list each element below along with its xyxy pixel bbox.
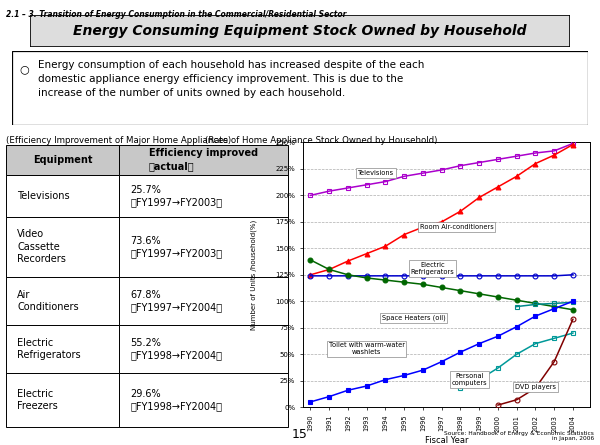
X-axis label: Fiscal Year: Fiscal Year — [425, 436, 468, 445]
Text: Room Air-conditioners: Room Air-conditioners — [420, 224, 494, 230]
Text: 73.6%
（FY1997→FY2003）: 73.6% （FY1997→FY2003） — [130, 236, 222, 258]
Bar — [119, 325, 288, 373]
Bar — [6, 373, 119, 427]
Text: Electric
Refrigerators: Electric Refrigerators — [17, 338, 81, 360]
Bar — [119, 175, 288, 217]
Text: 55.2%
（FY1998→FY2004）: 55.2% （FY1998→FY2004） — [130, 338, 222, 360]
Y-axis label: Number of Units /household(%): Number of Units /household(%) — [251, 220, 257, 330]
Text: 25.7%
（FY1997→FY2003）: 25.7% （FY1997→FY2003） — [130, 185, 222, 207]
Text: Efficiency improved
（actual）: Efficiency improved （actual） — [149, 149, 258, 171]
Text: Space Heaters (oil): Space Heaters (oil) — [382, 315, 445, 321]
Text: Electric
Refrigerators: Electric Refrigerators — [410, 262, 454, 275]
Text: Air
Conditioners: Air Conditioners — [17, 290, 79, 312]
Text: Source: Handbook of Energy & Economic Statistics
in Japan, 2006: Source: Handbook of Energy & Economic St… — [444, 431, 594, 441]
Bar — [6, 325, 119, 373]
Text: Toilet with warm-water
washlets: Toilet with warm-water washlets — [329, 342, 405, 356]
Text: ○: ○ — [19, 65, 29, 74]
Bar — [119, 277, 288, 325]
Text: 67.8%
（FY1997→FY2004）: 67.8% （FY1997→FY2004） — [130, 290, 222, 312]
Bar — [119, 373, 288, 427]
Bar — [6, 217, 119, 277]
FancyBboxPatch shape — [30, 15, 570, 47]
Text: Energy Consuming Equipment Stock Owned by Household: Energy Consuming Equipment Stock Owned b… — [73, 24, 527, 38]
Text: (Rate of Home Appliance Stock Owned by Household): (Rate of Home Appliance Stock Owned by H… — [205, 136, 437, 145]
Text: Equipment: Equipment — [32, 155, 92, 165]
Text: 2.1 – 3. Transition of Energy Consumption in the Commercial/Residential Sector: 2.1 – 3. Transition of Energy Consumptio… — [6, 10, 346, 19]
Bar — [119, 145, 288, 175]
Text: DVD players: DVD players — [515, 384, 556, 390]
Text: 15: 15 — [292, 429, 308, 441]
Bar — [6, 145, 119, 175]
Text: Electric
Freezers: Electric Freezers — [17, 389, 58, 411]
Text: Televisions: Televisions — [17, 191, 70, 201]
Bar — [6, 175, 119, 217]
Text: Televisions: Televisions — [358, 170, 394, 176]
Text: Video
Cassette
Recorders: Video Cassette Recorders — [17, 230, 66, 264]
Text: Energy consumption of each household has increased despite of the each
domestic : Energy consumption of each household has… — [38, 60, 424, 98]
Text: (Efficiency Improvement of Major Home Appliances): (Efficiency Improvement of Major Home Ap… — [6, 136, 231, 145]
Text: 29.6%
（FY1998→FY2004）: 29.6% （FY1998→FY2004） — [130, 389, 222, 411]
Bar — [6, 277, 119, 325]
FancyBboxPatch shape — [12, 51, 588, 125]
Bar — [119, 217, 288, 277]
Text: Personal
computers: Personal computers — [452, 373, 488, 386]
